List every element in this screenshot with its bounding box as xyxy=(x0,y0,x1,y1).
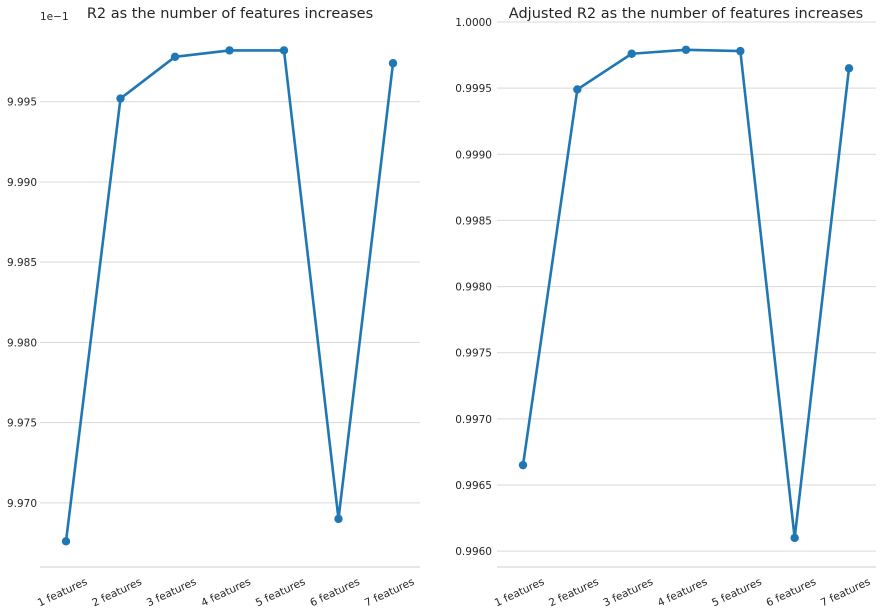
r2-y-tick-label: 9.995 xyxy=(7,97,37,109)
adjusted-r2-y-tick-label: 1.0000 xyxy=(455,17,492,29)
adjusted-r2-series-line xyxy=(521,48,851,540)
adjusted-r2-x-tick-label: 6 features xyxy=(764,576,817,609)
adjusted-r2-x-tick-label: 2 features xyxy=(547,576,600,609)
r2-series xyxy=(61,46,398,546)
r2-y-tick-label: 9.980 xyxy=(7,337,37,349)
adjusted-r2-chart-title: Adjusted R2 as the number of features in… xyxy=(509,6,863,22)
r2-series-line xyxy=(64,49,395,542)
r2-data-point xyxy=(61,537,71,546)
r2-x-tick-label: 3 features xyxy=(145,576,198,609)
adjusted-r2-x-tick-label: 5 features xyxy=(710,576,763,609)
adjusted-r2-x-tick-label: 4 features xyxy=(656,576,709,609)
adjusted-r2-y-tick-label: 0.9960 xyxy=(455,546,492,558)
adjusted-r2-data-point xyxy=(627,49,636,58)
r2-x-tick-label: 4 features xyxy=(199,576,252,609)
adjusted-r2-x-tick-label: 3 features xyxy=(601,576,654,609)
adjusted-r2-y-tick-label: 0.9990 xyxy=(455,149,492,161)
r2-y-tick-label: 9.985 xyxy=(7,257,37,269)
r2-data-point xyxy=(116,94,125,103)
adjusted-r2-y-tick-label: 0.9970 xyxy=(455,414,492,426)
r2-axis-offset-label: 1e−1 xyxy=(40,11,69,23)
adjusted-r2-series xyxy=(518,45,854,543)
adjusted-r2-x-tick-label: 7 features xyxy=(819,576,872,609)
adjusted-r2-data-point xyxy=(736,46,745,56)
adjusted-r2-data-point xyxy=(573,85,582,94)
adjusted-r2-y-tick-label: 0.9980 xyxy=(455,282,492,294)
r2-y-tick-label: 9.990 xyxy=(7,177,37,189)
r2-chart-title: R2 as the number of features increases xyxy=(87,6,373,22)
r2-data-point xyxy=(388,59,398,68)
r2-x-tick-label: 1 features xyxy=(36,576,89,609)
adjusted-r2-data-point xyxy=(518,460,528,470)
r2-data-point xyxy=(170,52,180,62)
r2-y-tick-label: 9.975 xyxy=(7,418,37,430)
adjusted-r2-x-tick-label: 1 features xyxy=(493,576,546,609)
adjusted-r2-y-tick-label: 0.9995 xyxy=(455,83,492,95)
adjusted-r2-data-point xyxy=(681,45,691,54)
r2-data-point xyxy=(279,46,289,55)
r2-gridlines xyxy=(40,101,420,568)
r2-data-point xyxy=(334,514,343,524)
adjusted-r2-y-tick-label: 0.9985 xyxy=(455,215,492,227)
r2-data-point xyxy=(225,46,234,55)
adjusted-r2-data-point xyxy=(790,533,799,543)
r2-x-tick-label: 7 features xyxy=(363,576,416,609)
adjusted-r2-y-tick-label: 0.9965 xyxy=(455,480,492,492)
r2-y-tick-label: 9.970 xyxy=(7,498,37,510)
adjusted-r2-gridlines xyxy=(497,21,876,568)
r2-x-tick-label: 6 features xyxy=(308,576,361,609)
adjusted-r2-chart: Adjusted R2 as the number of features in… xyxy=(455,6,876,609)
adjusted-r2-x-tick-labels: 1 features 2 features 3 features 4 features… xyxy=(493,576,872,609)
r2-x-tick-label: 5 features xyxy=(254,576,307,609)
adjusted-r2-y-tick-label: 0.9975 xyxy=(455,348,492,360)
adjusted-r2-y-tick-labels: 0.9960 0.9965 0.9970 0.9975 0.9980 0.9985 0.99… xyxy=(455,17,492,558)
adjusted-r2-data-point xyxy=(844,64,854,73)
r2-x-tick-labels: 1 features 2 features 3 features 4 features… xyxy=(36,576,416,609)
r2-chart: R2 as the number of features increases 1… xyxy=(7,6,420,609)
r2-x-tick-label: 2 features xyxy=(90,576,143,609)
r2-y-tick-labels: 9.970 9.975 9.980 9.985 9.990 9.995 xyxy=(7,97,37,510)
